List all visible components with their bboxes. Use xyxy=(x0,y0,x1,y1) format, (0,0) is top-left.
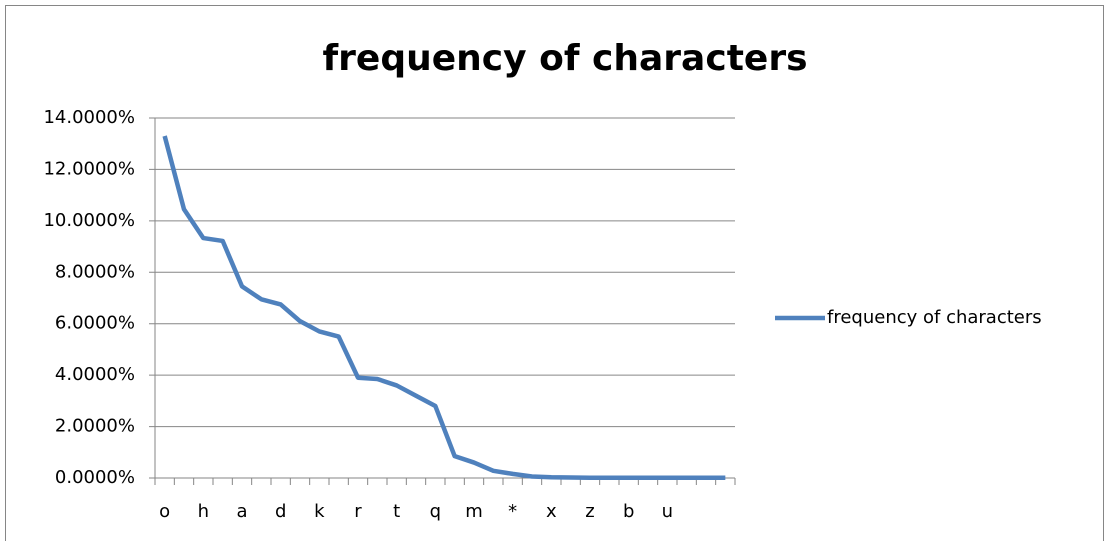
y-tick-label: 4.0000% xyxy=(55,364,135,385)
y-tick-label: 6.0000% xyxy=(55,313,135,334)
y-tick-label: 14.0000% xyxy=(43,107,135,128)
y-tick-label: 8.0000% xyxy=(55,261,135,282)
x-tick-label: b xyxy=(623,501,634,522)
series-line xyxy=(162,135,726,480)
x-tick-label: o xyxy=(159,501,170,522)
x-tick-label: t xyxy=(393,501,400,522)
x-tick-label: m xyxy=(465,501,483,522)
x-tick-label: h xyxy=(198,501,209,522)
x-tick-label: * xyxy=(508,501,517,522)
x-tick-label: x xyxy=(546,501,557,522)
x-tick-label: d xyxy=(275,501,286,522)
y-tick-label: 0.0000% xyxy=(55,467,135,488)
x-tick-label: r xyxy=(354,501,362,522)
x-tick-label: a xyxy=(236,501,247,522)
legend-label: frequency of characters xyxy=(827,307,1042,328)
y-tick-label: 2.0000% xyxy=(55,416,135,437)
chart-border xyxy=(5,5,1104,541)
y-tick-label: 10.0000% xyxy=(43,210,135,231)
x-tick-label: z xyxy=(585,501,594,522)
chart-title: frequency of characters xyxy=(323,38,808,79)
y-tick-label: 12.0000% xyxy=(43,158,135,179)
x-tick-label: u xyxy=(662,501,673,522)
x-tick-label: q xyxy=(430,501,441,522)
x-tick-label: k xyxy=(314,501,325,522)
